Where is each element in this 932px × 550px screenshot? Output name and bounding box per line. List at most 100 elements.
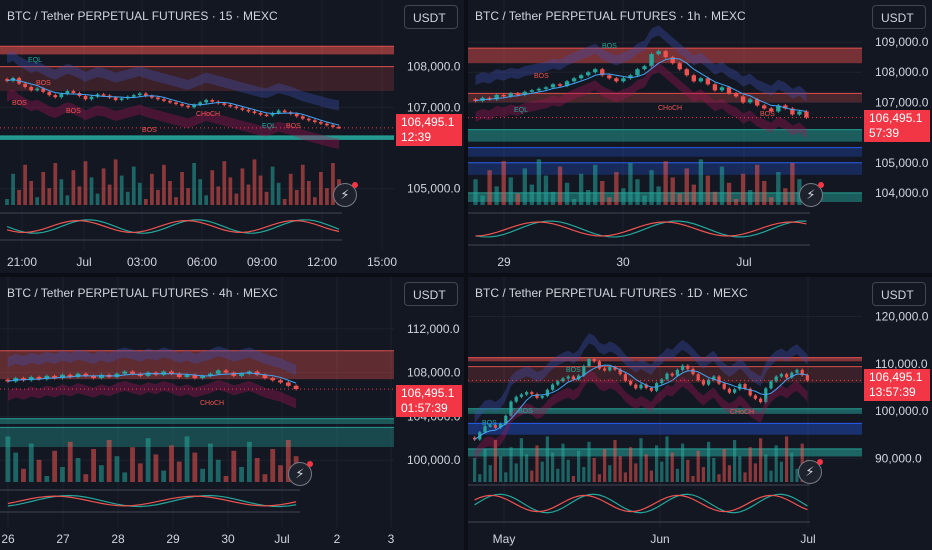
chart-panel-4h[interactable]: CHoCH112,000.0108,000.0104,000.0100,000.… bbox=[0, 277, 464, 550]
volume-bar bbox=[795, 468, 799, 482]
volume-bar bbox=[231, 450, 237, 482]
volume-bar bbox=[246, 184, 251, 205]
candle-body bbox=[536, 88, 542, 91]
chart-title: BTC / Tether PERPETUAL FUTURES · 1D · ME… bbox=[475, 286, 748, 300]
candle-body bbox=[684, 69, 689, 76]
volume-bar bbox=[732, 440, 737, 482]
candle-body bbox=[649, 54, 654, 67]
candle-body bbox=[215, 370, 221, 374]
lightning-icon[interactable]: ⚡ bbox=[333, 182, 358, 207]
volume-bar bbox=[125, 191, 130, 205]
volume-bar bbox=[234, 193, 239, 205]
currency-button[interactable]: USDT bbox=[404, 5, 458, 29]
zone-band bbox=[0, 418, 394, 425]
volume-bar bbox=[649, 170, 654, 205]
volume-bar bbox=[480, 195, 485, 205]
candle-body bbox=[276, 110, 281, 114]
volume-bar bbox=[628, 447, 633, 482]
bar-countdown: 57:39 bbox=[869, 126, 900, 140]
volume-bar bbox=[701, 467, 706, 482]
candle-body bbox=[130, 371, 135, 374]
chart-panel-15m[interactable]: EQL BOS BOS BOS CHoCH EQL BOS BOS 108,000.0 107,0… bbox=[0, 0, 464, 273]
candle-body bbox=[204, 100, 209, 103]
volume-bar bbox=[156, 190, 160, 205]
candle-body bbox=[246, 109, 251, 112]
volume-bar bbox=[696, 450, 700, 482]
chart-canvas-1h[interactable]: BOS BOS EQL CHoCH BOS 109,000.0 108,000.0 107,0… bbox=[468, 0, 932, 273]
candle-body bbox=[550, 84, 556, 88]
chart-canvas-1d[interactable]: BOS BOS BOS CHoCH 120,000.0 110,000.0 100,000.… bbox=[468, 277, 932, 550]
structure-label: BOS bbox=[482, 420, 497, 427]
volume-bar bbox=[252, 159, 257, 205]
x-tick-label: 09:00 bbox=[247, 255, 277, 269]
last-price: 106,495.1 bbox=[401, 386, 455, 400]
chart-panel-1d[interactable]: BOS BOS BOS CHoCH 120,000.0 110,000.0 100,000.… bbox=[468, 277, 932, 550]
volume-bar bbox=[59, 179, 64, 205]
volume-bar bbox=[504, 472, 508, 482]
y-tick-label: 108,000.0 bbox=[875, 65, 929, 79]
candle-body bbox=[733, 93, 739, 97]
candle-body bbox=[5, 379, 11, 382]
candle-body bbox=[498, 423, 503, 428]
last-price: 106,495.1 bbox=[401, 115, 455, 129]
volume-bar bbox=[740, 173, 746, 205]
volume-bar bbox=[524, 454, 529, 482]
candle-body bbox=[540, 395, 544, 398]
candle-body bbox=[748, 388, 752, 396]
candle-body bbox=[797, 111, 802, 115]
candle-body bbox=[192, 104, 196, 108]
candle-body bbox=[587, 359, 591, 367]
candle-body bbox=[753, 395, 758, 399]
chart-canvas-15m[interactable]: EQL BOS BOS BOS CHoCH EQL BOS BOS 108,000.0 107,0… bbox=[0, 0, 464, 273]
currency-button[interactable]: USDT bbox=[872, 282, 926, 306]
volume-bar bbox=[566, 459, 570, 482]
candle-body bbox=[131, 95, 136, 97]
volume-bar bbox=[95, 193, 100, 205]
candle-body bbox=[774, 376, 778, 382]
candle-body bbox=[758, 398, 763, 403]
volume-bar bbox=[618, 456, 622, 482]
chart-canvas-4h[interactable]: CHoCH112,000.0108,000.0104,000.0100,000.… bbox=[0, 277, 464, 550]
candle-body bbox=[747, 99, 753, 103]
currency-button[interactable]: USDT bbox=[872, 5, 926, 29]
volume-bar bbox=[593, 164, 598, 205]
volume-bar bbox=[83, 474, 89, 482]
notification-dot bbox=[818, 182, 824, 188]
currency-button[interactable]: USDT bbox=[404, 282, 458, 306]
volume-bar bbox=[743, 472, 747, 482]
candle-body bbox=[278, 380, 283, 383]
volume-bar bbox=[530, 470, 534, 482]
y-tick-label: 120,000.0 bbox=[875, 309, 929, 323]
volume-bar bbox=[254, 458, 260, 482]
volume-bar bbox=[564, 182, 570, 205]
chart-panel-1h[interactable]: BOS BOS EQL CHoCH BOS 109,000.0 108,000.0 107,0… bbox=[468, 0, 932, 273]
volume-bar bbox=[488, 465, 492, 482]
candle-body bbox=[91, 375, 96, 379]
volume-bar bbox=[698, 159, 704, 205]
volume-bar bbox=[483, 449, 487, 482]
bar-countdown: 01:57:39 bbox=[401, 401, 448, 415]
candle-body bbox=[649, 387, 654, 391]
x-tick-label: 3 bbox=[388, 532, 395, 546]
candle-body bbox=[319, 121, 323, 124]
candle-body bbox=[717, 376, 721, 384]
lightning-icon[interactable]: ⚡ bbox=[798, 459, 823, 484]
volume-bar bbox=[670, 452, 674, 482]
volume-bar bbox=[473, 179, 478, 205]
volume-bar bbox=[545, 436, 550, 482]
candle-body bbox=[101, 94, 106, 96]
x-tick-label: Jul bbox=[736, 255, 751, 269]
lightning-icon[interactable]: ⚡ bbox=[288, 461, 313, 486]
candle-body bbox=[300, 116, 305, 119]
volume-bar bbox=[550, 191, 556, 205]
candle-body bbox=[119, 98, 124, 100]
zone-band bbox=[468, 423, 862, 435]
candle-body bbox=[578, 75, 584, 79]
zone-band bbox=[468, 408, 862, 414]
lightning-icon[interactable]: ⚡ bbox=[799, 182, 824, 207]
candle-body bbox=[222, 103, 227, 105]
candle-body bbox=[561, 378, 565, 382]
volume-bar bbox=[300, 164, 305, 205]
candle-body bbox=[114, 373, 120, 377]
candle-body bbox=[783, 105, 788, 109]
